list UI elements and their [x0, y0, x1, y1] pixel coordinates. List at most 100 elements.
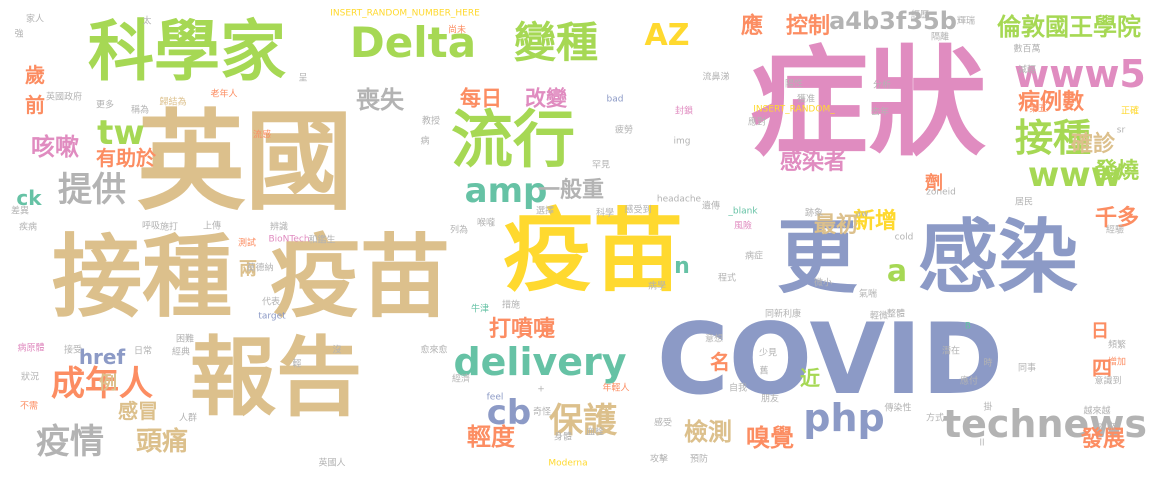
word-176: ll [979, 438, 985, 449]
word-123: 牛津 [470, 304, 490, 315]
word-110: 喉嚨 [476, 218, 496, 229]
word-138: 沒 [332, 345, 342, 356]
word-73: feel [486, 392, 504, 403]
word-166: 預防 [689, 454, 709, 465]
word-96: 減輕 [1017, 65, 1037, 76]
word-119: 輝瑞 [956, 16, 976, 27]
word-163: 英國人 [318, 458, 346, 469]
word-153: 朋友 [760, 394, 780, 405]
word-97: 數百萬 [1013, 44, 1041, 55]
word-133: 病原體 [17, 343, 45, 354]
word-150: 經濟 [451, 374, 471, 385]
word-42: 打噴嚏 [488, 317, 556, 342]
word-0: 症狀 [749, 34, 987, 172]
word-114: 遺傳 [701, 201, 721, 212]
word-64: INSERT_RANDOM_NUMBER_HERE [330, 8, 480, 19]
word-146: 同事 [1017, 363, 1037, 374]
word-135: 日常 [133, 346, 153, 357]
word-140: 愈來愈 [420, 345, 448, 356]
word-40: 感染者 [779, 150, 847, 175]
word-19: www [1027, 155, 1123, 195]
word-103: 疾病 [18, 222, 38, 233]
word-39: 發燒 [1094, 159, 1140, 184]
word-46: 發展 [1080, 427, 1126, 452]
word-154: 不需 [19, 401, 39, 412]
word-41: 一般重 [537, 178, 605, 203]
word-171: 掛 [983, 402, 993, 413]
word-44: 嗅覺 [746, 424, 794, 452]
word-108: 和鑑生 [308, 235, 336, 246]
word-36: 應 [740, 14, 764, 39]
word-84: 更多 [95, 100, 115, 111]
word-147: 應付 [959, 376, 979, 387]
word-61: 劑 [925, 173, 943, 194]
word-30: a [886, 254, 908, 289]
word-88: 疲勞 [614, 125, 634, 136]
word-89: 封鎖 [674, 106, 694, 117]
word-102: 呼吸 [141, 221, 161, 232]
word-60: 近 [800, 366, 820, 390]
word-159: 傳染性 [884, 403, 912, 414]
word-34: 改變 [525, 86, 567, 111]
word-83: 歸結為 [159, 97, 187, 108]
word-106: 辨識 [269, 222, 289, 233]
word-25: 提供 [58, 170, 126, 210]
word-164: 身體 [553, 432, 573, 443]
word-69: _blank [728, 206, 758, 217]
word-152: 自我 [728, 383, 748, 394]
word-62: 歲 [25, 63, 45, 87]
word-38: 確診 [1070, 132, 1116, 157]
word-66: bad [606, 94, 624, 105]
word-105: 上傳 [202, 221, 222, 232]
word-124: 病學 [647, 281, 667, 292]
word-144: 頻繁 [1107, 340, 1127, 351]
word-48: 最初 [813, 213, 859, 238]
word-148: 意識到 [1094, 376, 1122, 387]
word-26: 疫情 [36, 422, 104, 462]
word-100: 去年 [870, 107, 890, 118]
word-90: 流鼻涕 [702, 72, 730, 83]
word-145: 增加 [1107, 357, 1127, 368]
word-92: 陽性 [784, 79, 804, 90]
word-87: 教授 [421, 116, 441, 127]
word-157: 血栓 [585, 427, 605, 438]
word-82: 英國政府 [45, 92, 83, 103]
word-74: cold [894, 232, 914, 243]
word-68: headache [656, 194, 702, 205]
word-5: 疫苗 [503, 199, 683, 304]
word-9: 科學家 [88, 13, 286, 90]
word-80: 尚未 [447, 25, 467, 36]
word-139: 輕 [292, 359, 302, 370]
word-168: 病 [420, 136, 430, 147]
word-117: 經驗 [1105, 225, 1125, 236]
word-53: n [674, 254, 690, 279]
word-160: 方式 [925, 413, 945, 424]
word-129: 整體 [886, 309, 906, 320]
word-104: 施打 [159, 222, 179, 233]
word-29: AZ [644, 18, 690, 53]
word-95: 分析 [872, 80, 892, 91]
word-13: www5 [1014, 52, 1146, 96]
word-8: 感染 [918, 211, 1078, 304]
word-112: 科學 [595, 208, 615, 219]
word-79: 太 [142, 16, 152, 27]
word-47: 新增 [852, 209, 898, 234]
word-11: Delta [349, 18, 477, 67]
word-20: 成年人 [51, 364, 153, 404]
word-45: 輕度 [467, 423, 515, 451]
word-151: 年輕人 [602, 383, 630, 394]
word-107: 測試 [237, 238, 257, 249]
word-125: 程式 [717, 273, 737, 284]
word-49: 千多 [1094, 206, 1140, 231]
word-12: 變種 [513, 18, 599, 67]
word-54: 感冒 [118, 399, 158, 423]
word-155: 人群 [178, 413, 198, 424]
word-50: href [78, 345, 126, 369]
word-137: 困難 [175, 334, 195, 345]
word-23: 倫敦國王學院 [997, 13, 1141, 41]
word-167: 呈 [298, 73, 308, 84]
word-109: 列為 [449, 225, 469, 236]
word-174: sr [1116, 125, 1126, 136]
word-170: 舊 [759, 366, 769, 377]
